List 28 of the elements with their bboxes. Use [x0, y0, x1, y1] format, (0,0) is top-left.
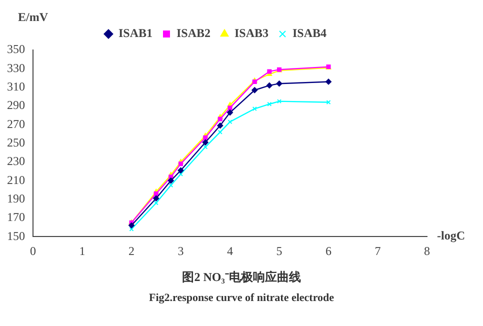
text: 图2 NO₃⁻电极响应曲线 — [181, 269, 302, 286]
x-tick-label: 8 — [424, 244, 430, 258]
y-tick-label: 270 — [7, 116, 25, 131]
x-tick-label: 3 — [178, 244, 184, 258]
y-axis-title: E/mV — [18, 10, 48, 24]
legend-label: ISAB2 — [176, 26, 210, 40]
x-tick-label: 5 — [276, 244, 282, 258]
legend-label: ISAB4 — [292, 26, 327, 40]
legend-label: ISAB3 — [234, 26, 269, 40]
legend-label: ISAB1 — [118, 26, 152, 40]
x-tick-label: 7 — [374, 244, 381, 258]
text: Fig2.response curve of nitrate electrode — [148, 292, 335, 304]
y-tick-label: 290 — [7, 98, 25, 112]
x-tick-label: 4 — [227, 244, 233, 258]
y-tick-label: 250 — [7, 135, 25, 150]
x-tick-label: 2 — [128, 244, 134, 258]
x-tick-label: 6 — [326, 244, 332, 258]
y-tick-label: 150 — [7, 228, 25, 243]
x-tick-label: 1 — [79, 244, 86, 258]
y-tick-label: 330 — [7, 60, 25, 75]
y-tick-label: 170 — [7, 210, 25, 224]
y-tick-label: 190 — [7, 191, 25, 206]
x-axis-title: -logC — [437, 228, 465, 243]
y-tick-label: 310 — [7, 79, 25, 94]
y-tick-label: 210 — [7, 172, 25, 187]
x-tick-label: 0 — [30, 244, 36, 258]
y-tick-label: 230 — [7, 154, 25, 168]
y-tick-label: 350 — [7, 42, 25, 56]
